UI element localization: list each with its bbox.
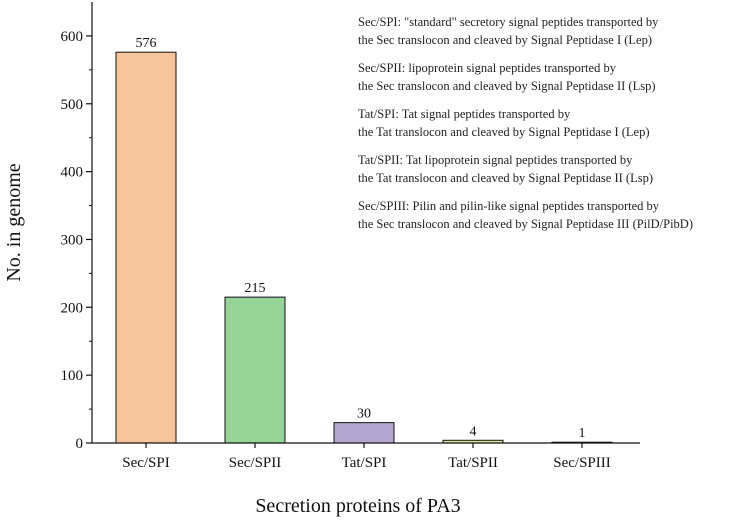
annotation-line: Sec/SPI: "standard" secretory signal pep… (358, 15, 659, 29)
y-tick-label: 300 (61, 232, 84, 248)
bar-sec-spi (115, 51, 177, 444)
annotation-line: the Sec translocon and cleaved by Signal… (358, 33, 652, 47)
y-tick-label: 0 (76, 436, 84, 452)
y-tick-label: 400 (61, 165, 84, 181)
annotation-line: the Sec translocon and cleaved by Signal… (358, 217, 693, 231)
bar-value-label: 576 (136, 36, 157, 51)
y-tick-label: 100 (61, 368, 84, 384)
data-labels-group: 576 215 30 4 1 (136, 36, 586, 441)
bar-value-label: 30 (357, 407, 371, 422)
bars-group (115, 51, 613, 444)
y-tick-label: 200 (61, 300, 84, 316)
annotation-line: the Sec translocon and cleaved by Signal… (358, 79, 655, 93)
y-tick-label: 600 (61, 29, 84, 45)
x-tick-label: Sec/SPI (122, 455, 170, 471)
y-axis-ticks: 0 100 200 300 400 500 600 (61, 29, 92, 452)
annotation-line: Tat/SPI: Tat signal peptides transported… (358, 107, 571, 121)
bar-value-label: 4 (470, 424, 477, 439)
x-tick-label: Tat/SPI (342, 455, 387, 471)
x-axis-title: Secretion proteins of PA3 (255, 495, 460, 517)
bar-value-label: 1 (579, 426, 586, 441)
y-tick-label: 500 (61, 97, 84, 113)
annotation-line: Tat/SPII: Tat lipoprotein signal peptide… (358, 153, 633, 167)
y-axis-title: No. in genome (3, 163, 25, 281)
annotation-line: Sec/SPIII: Pilin and pilin-like signal p… (358, 199, 660, 213)
annotation-line: the Tat translocon and cleaved by Signal… (358, 125, 650, 139)
x-tick-label: Tat/SPII (448, 455, 498, 471)
x-tick-label: Sec/SPII (229, 455, 282, 471)
x-axis-ticks: Sec/SPI Sec/SPII Tat/SPI Tat/SPII Sec/SPIII (122, 443, 611, 471)
bar-tat-spi (333, 422, 395, 444)
x-tick-label: Sec/SPIII (553, 455, 611, 471)
bar-sec-spii (224, 296, 286, 444)
annotation-legend: Sec/SPI: "standard" secretory signal pep… (358, 15, 693, 231)
annotation-line: the Tat translocon and cleaved by Signal… (358, 171, 653, 185)
annotation-line: Sec/SPII: lipoprotein signal peptides tr… (358, 61, 617, 75)
bar-value-label: 215 (245, 281, 266, 296)
